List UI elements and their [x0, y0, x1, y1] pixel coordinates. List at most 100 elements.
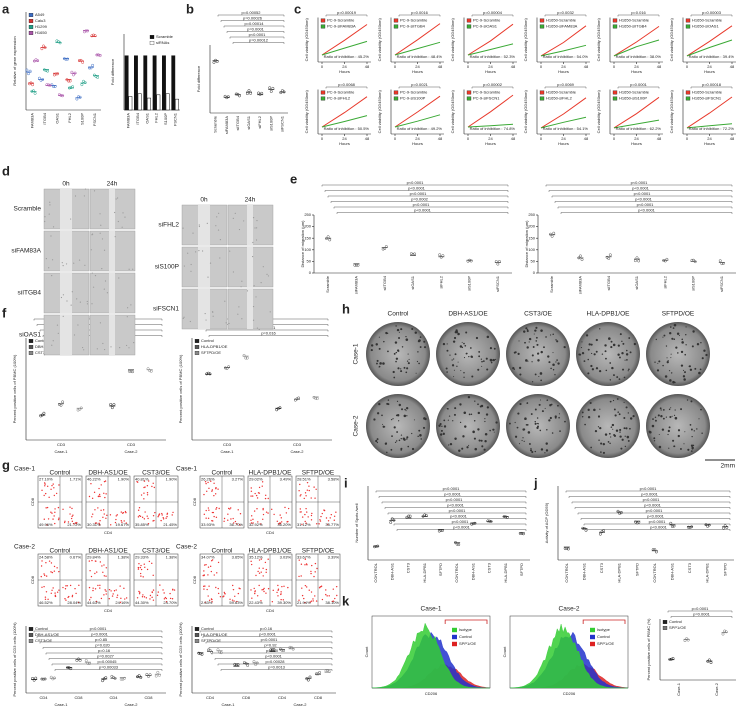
event	[310, 572, 312, 575]
data-point	[77, 657, 80, 661]
event	[312, 598, 314, 600]
y-axis-label: Distance of migration (μm)	[300, 220, 305, 268]
spot	[609, 442, 611, 445]
event	[74, 587, 76, 590]
note: Ratio of inhibition : 62.2%	[616, 126, 662, 131]
spot	[617, 344, 620, 347]
spot	[546, 399, 549, 402]
spot	[622, 342, 625, 345]
spot	[376, 438, 379, 441]
quadrant-label: 39.30%	[277, 600, 291, 605]
event	[301, 587, 303, 589]
spot	[518, 443, 521, 445]
p-value: p<0.0001	[443, 486, 461, 491]
cell	[190, 270, 192, 272]
event	[119, 601, 122, 604]
data-point	[662, 259, 666, 262]
data-point	[112, 403, 116, 406]
data-point	[50, 83, 54, 87]
event	[50, 571, 52, 573]
data-point	[252, 660, 256, 663]
event	[335, 585, 338, 588]
panel-label: j	[533, 476, 538, 491]
cell	[86, 303, 89, 305]
event	[51, 512, 53, 514]
x-tick-label: CST3	[687, 562, 692, 573]
event	[329, 517, 331, 519]
spot	[599, 328, 601, 330]
data-point	[280, 89, 284, 93]
data-point	[57, 93, 61, 97]
event	[223, 591, 226, 594]
data-point	[40, 677, 44, 681]
significance-bracket	[574, 507, 731, 509]
spot	[390, 448, 393, 451]
event	[54, 592, 56, 594]
event	[125, 511, 127, 514]
event	[136, 481, 139, 483]
data-point	[27, 72, 30, 76]
spot	[514, 421, 516, 424]
spot	[621, 352, 624, 355]
data-point	[208, 372, 212, 376]
spot	[536, 422, 538, 425]
data-point	[326, 235, 330, 239]
data-point	[654, 550, 658, 554]
quadrant-label: 21.72%	[67, 522, 81, 527]
spot	[595, 367, 599, 370]
cell	[49, 201, 51, 203]
cell	[73, 334, 76, 336]
spot	[608, 432, 611, 435]
data-point	[249, 91, 253, 95]
data-point	[87, 662, 91, 665]
event	[308, 485, 310, 487]
spot	[529, 449, 533, 452]
spot	[534, 408, 537, 411]
cell	[219, 239, 222, 241]
spot	[453, 358, 455, 360]
data-point	[37, 76, 41, 80]
significance-bracket	[586, 529, 731, 531]
cell	[252, 319, 255, 321]
spot	[376, 441, 379, 444]
data-point	[690, 258, 694, 262]
event	[44, 596, 47, 598]
spot	[443, 419, 446, 422]
cell	[256, 327, 258, 329]
spot	[530, 413, 533, 415]
event	[205, 517, 207, 519]
line	[540, 116, 587, 129]
event	[165, 601, 168, 603]
bar	[152, 55, 157, 111]
significance-bracket	[396, 529, 527, 531]
x-tick-label: 24	[634, 136, 639, 141]
event	[164, 596, 167, 599]
event	[304, 558, 307, 560]
data-point	[113, 676, 117, 680]
data-point	[90, 34, 94, 38]
spot	[696, 342, 700, 346]
spot	[483, 448, 486, 451]
y-axis-label: Cell viability (OD450nm)	[596, 18, 601, 62]
event	[256, 595, 259, 597]
significance-bracket	[42, 647, 163, 649]
event	[217, 592, 220, 595]
data-point	[720, 262, 724, 266]
spot	[526, 329, 529, 333]
spot	[484, 418, 486, 420]
event	[203, 493, 205, 496]
spot	[525, 327, 528, 330]
spot	[540, 448, 544, 451]
spot	[468, 444, 470, 446]
legend-swatch	[194, 345, 200, 349]
spot	[442, 342, 446, 346]
spot	[563, 345, 566, 349]
event	[54, 511, 56, 514]
spot	[555, 339, 557, 341]
legend-swatch	[685, 90, 691, 95]
event	[166, 515, 168, 518]
data-point	[581, 526, 585, 530]
event	[171, 598, 174, 600]
quadrant-label: 29.33%	[135, 555, 149, 560]
spot	[684, 353, 687, 356]
